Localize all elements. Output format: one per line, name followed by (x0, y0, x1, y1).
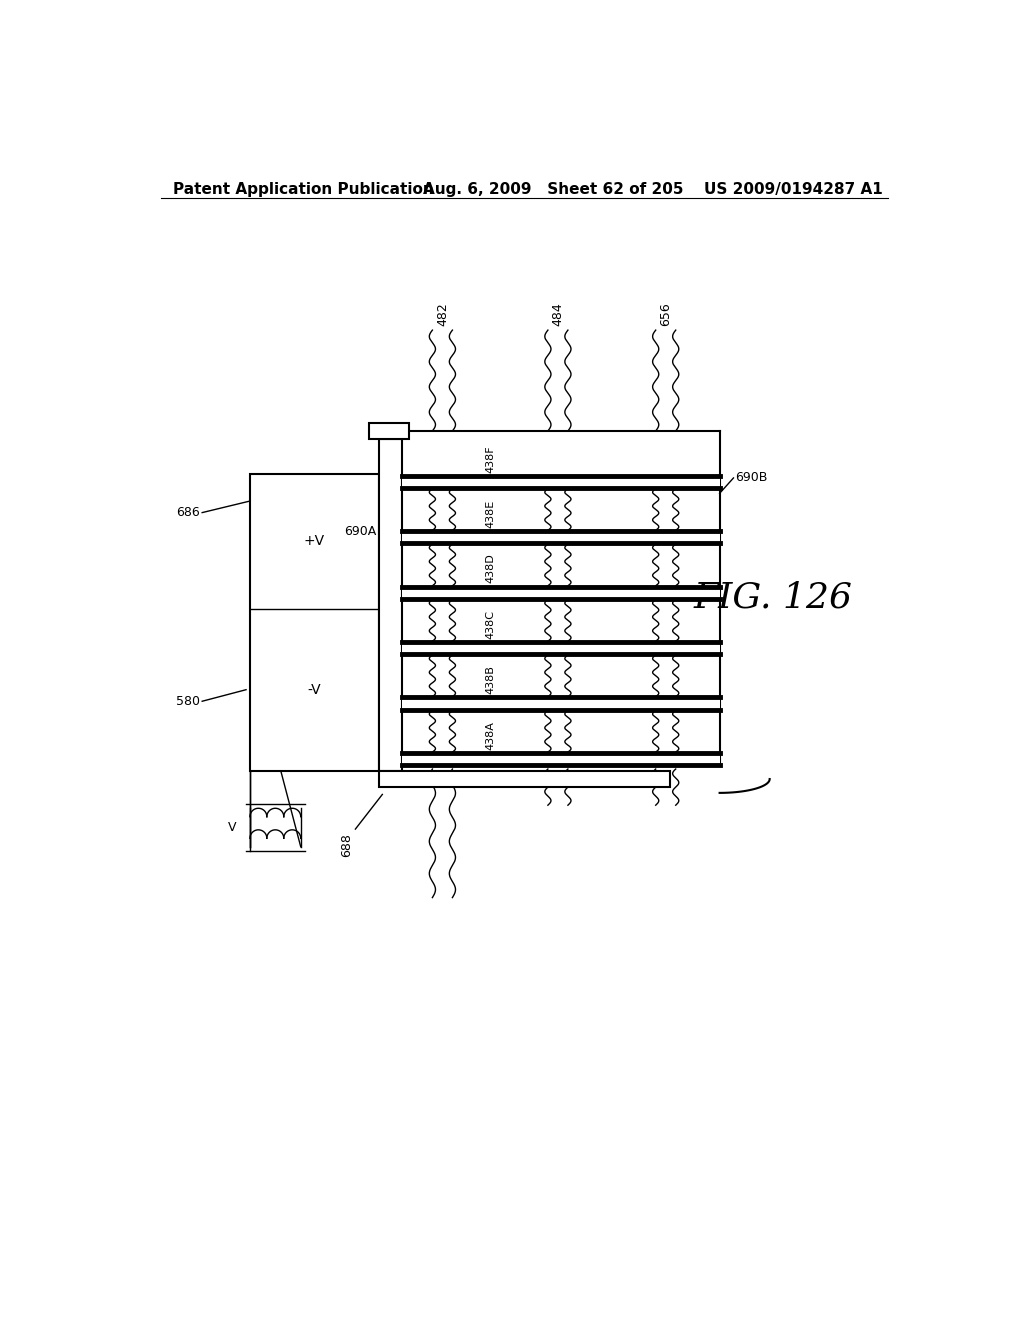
Text: 690A: 690A (344, 525, 376, 539)
Bar (401, 697, 720, 710)
Text: 484: 484 (551, 302, 564, 326)
Bar (379, 440, 401, 771)
Text: 438D: 438D (485, 553, 496, 583)
Bar (370, 422, 410, 440)
Bar (401, 531, 720, 544)
Text: 688: 688 (340, 833, 353, 857)
Bar (401, 475, 720, 488)
Text: 580: 580 (176, 694, 200, 708)
Text: 438E: 438E (485, 500, 496, 528)
Text: +V: +V (304, 535, 325, 549)
Text: 438A: 438A (485, 721, 496, 750)
Text: 438B: 438B (485, 665, 496, 694)
Text: Patent Application Publication: Patent Application Publication (173, 182, 433, 197)
Bar (379, 771, 670, 788)
Text: 438C: 438C (485, 610, 496, 639)
Text: 438F: 438F (485, 445, 496, 473)
Text: Aug. 6, 2009   Sheet 62 of 205: Aug. 6, 2009 Sheet 62 of 205 (423, 182, 684, 197)
Text: 482: 482 (436, 302, 449, 326)
Text: -V: -V (307, 682, 321, 697)
Bar (401, 752, 720, 766)
Bar (401, 642, 720, 655)
Text: 656: 656 (659, 302, 672, 326)
Text: US 2009/0194287 A1: US 2009/0194287 A1 (705, 182, 883, 197)
Text: FIG. 126: FIG. 126 (694, 581, 853, 614)
Text: 690B: 690B (735, 471, 767, 484)
Text: V: V (227, 821, 237, 834)
Bar (401, 586, 720, 599)
Text: 686: 686 (176, 506, 200, 519)
Bar (250, 474, 379, 771)
